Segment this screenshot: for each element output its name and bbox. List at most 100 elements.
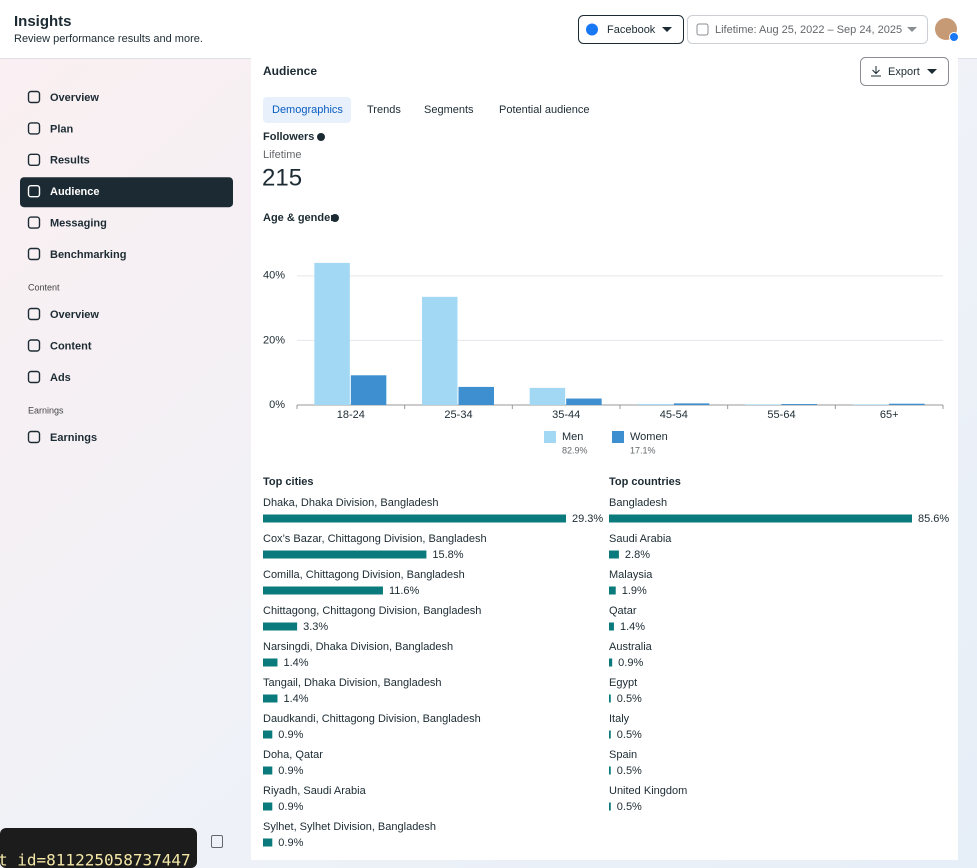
bar — [350, 375, 387, 405]
list-bar — [263, 550, 427, 559]
nav-heading: Earnings — [28, 405, 64, 415]
nav-icon — [27, 370, 41, 384]
nav-item[interactable]: Overview — [50, 309, 99, 321]
list-bar — [609, 550, 619, 559]
list-bar — [263, 514, 566, 523]
list-value: 0.9% — [278, 765, 303, 777]
bar — [314, 262, 350, 405]
bar — [422, 296, 458, 405]
list-value: 0.5% — [617, 729, 642, 741]
list-bar — [609, 694, 611, 703]
calendar-icon — [696, 23, 709, 36]
list-bar — [609, 802, 611, 811]
export-icon — [871, 66, 881, 77]
platform-label[interactable]: Facebook — [607, 24, 656, 36]
legend-share: 82.9% — [562, 445, 588, 455]
list-name: United Kingdom — [609, 785, 687, 797]
list-bar — [609, 658, 613, 667]
y-tick-label: 40% — [263, 270, 285, 282]
nav-item[interactable]: Audience — [50, 186, 100, 198]
nav-item[interactable]: Messaging — [50, 218, 107, 230]
debug-text: t_id=811225058737447 — [0, 851, 191, 868]
nav-icon — [27, 216, 41, 229]
list-bar — [609, 586, 616, 595]
list-name: Doha, Qatar — [263, 749, 323, 761]
list-value: 3.3% — [303, 621, 328, 633]
list-name: Riyadh, Saudi Arabia — [263, 785, 367, 797]
bar — [889, 403, 925, 405]
legend-label: Men — [562, 431, 583, 443]
caret — [907, 27, 917, 32]
x-tick-label: 25-34 — [444, 409, 472, 421]
info-icon[interactable] — [317, 133, 325, 141]
bar — [673, 403, 710, 405]
nav-icon — [27, 339, 41, 352]
list-name: Qatar — [609, 605, 637, 617]
list-name: Saudi Arabia — [609, 533, 672, 545]
nav-icon — [27, 90, 41, 104]
legend-swatch — [612, 431, 624, 443]
y-tick-label: 0% — [269, 399, 285, 411]
dropdown-box[interactable] — [687, 15, 928, 44]
list-bar — [609, 622, 614, 631]
nav-item[interactable]: Plan — [50, 123, 74, 135]
followers-period: Lifetime — [263, 149, 302, 161]
bar — [781, 404, 817, 405]
nav-active-bg[interactable] — [20, 177, 233, 208]
collapse-icon[interactable] — [211, 835, 223, 848]
nav-item[interactable]: Results — [50, 155, 90, 167]
bar — [458, 386, 494, 405]
y-tick-label: 20% — [263, 334, 285, 346]
list-name: Bangladesh — [609, 497, 667, 509]
x-tick-label: 55-64 — [767, 409, 795, 421]
bar — [529, 387, 566, 405]
export-button[interactable]: Export — [860, 57, 949, 86]
list-bar — [263, 658, 278, 667]
facebook-icon — [586, 23, 598, 36]
tab[interactable]: Demographics — [272, 104, 343, 116]
page-subtitle: Review performance results and more. — [14, 33, 203, 45]
tab[interactable]: Potential audience — [499, 104, 590, 116]
dropdown-box[interactable] — [578, 15, 684, 44]
list-value: 15.8% — [432, 549, 463, 561]
nav-item[interactable]: Ads — [50, 372, 71, 384]
list-name: Chittagong, Chittagong Division, Banglad… — [263, 605, 481, 617]
date-dropdown[interactable]: Lifetime: Aug 25, 2022 – Sep 24, 2025 — [687, 15, 928, 44]
x-tick-label: 18-24 — [337, 409, 365, 421]
list-name: Comilla, Chittagong Division, Bangladesh — [263, 569, 465, 581]
nav-item[interactable]: Content — [50, 340, 92, 352]
tab-active-bg[interactable] — [263, 97, 351, 123]
list-name: Tangail, Dhaka Division, Bangladesh — [263, 677, 442, 689]
list-bar — [263, 838, 273, 847]
nav-icon — [27, 184, 41, 198]
countries-title: Top countries — [609, 476, 681, 488]
x-tick-label: 45-54 — [660, 409, 688, 421]
list-bar — [263, 730, 273, 739]
export-label[interactable]: Export — [888, 66, 920, 78]
tab[interactable]: Trends — [367, 104, 401, 116]
card-title: Audience — [263, 64, 317, 78]
avatar-badge — [949, 32, 959, 42]
list-name: Cox’s Bazar, Chittagong Division, Bangla… — [263, 533, 487, 545]
list-value: 1.4% — [283, 657, 308, 669]
list-name: Italy — [609, 713, 630, 725]
nav-item[interactable]: Earnings — [50, 432, 97, 444]
info-icon[interactable] — [331, 214, 339, 222]
list-bar — [263, 586, 383, 595]
button-box[interactable] — [860, 57, 949, 86]
nav-item[interactable]: Overview — [50, 92, 99, 104]
list-name: Sylhet, Sylhet Division, Bangladesh — [263, 821, 436, 833]
nav-heading: Content — [28, 282, 60, 292]
nav-icon — [27, 307, 41, 321]
legend-swatch — [544, 431, 556, 443]
date-range-label[interactable]: Lifetime: Aug 25, 2022 – Sep 24, 2025 — [715, 24, 902, 36]
nav-item[interactable]: Benchmarking — [50, 249, 126, 261]
list-bar — [609, 730, 611, 739]
nav-icon — [27, 430, 41, 444]
platform-dropdown[interactable]: Facebook — [578, 15, 684, 44]
list-value: 11.6% — [389, 585, 420, 597]
list-bar — [609, 766, 611, 775]
list-value: 0.9% — [278, 801, 303, 813]
tab[interactable]: Segments — [424, 104, 474, 116]
